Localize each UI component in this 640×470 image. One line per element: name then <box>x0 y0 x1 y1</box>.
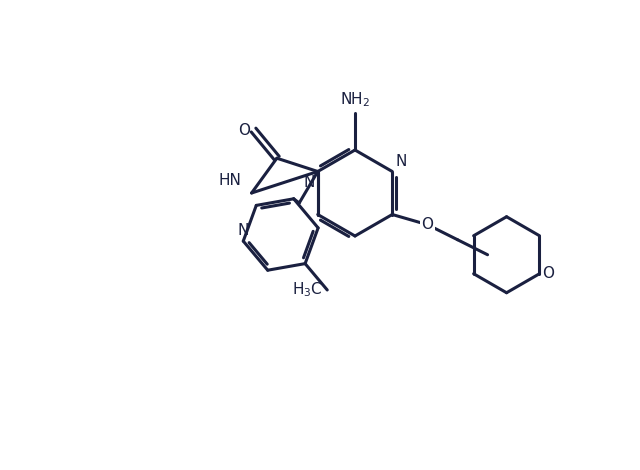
Text: O: O <box>543 266 554 281</box>
Text: H$_3$C: H$_3$C <box>292 281 322 299</box>
Text: HN: HN <box>219 173 241 188</box>
Text: O: O <box>239 123 250 138</box>
Text: NH$_2$: NH$_2$ <box>340 91 370 110</box>
Text: N: N <box>396 154 406 169</box>
Text: O: O <box>421 217 433 232</box>
Text: N: N <box>237 223 249 238</box>
Text: N: N <box>303 174 315 189</box>
